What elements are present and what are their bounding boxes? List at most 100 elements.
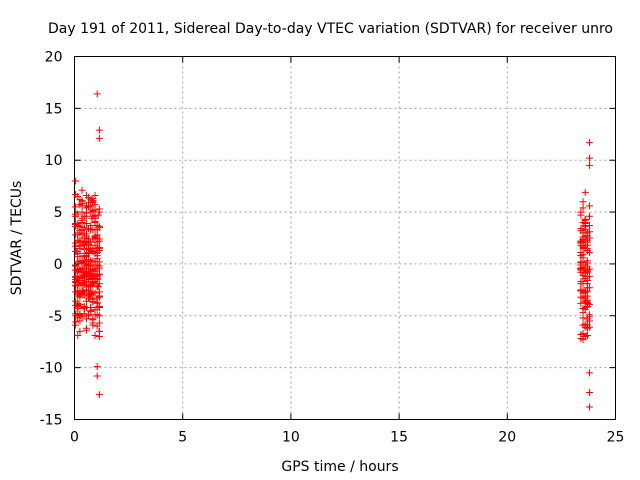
y-tick-label: 0 (54, 257, 63, 273)
data-point (579, 251, 587, 259)
data-point (87, 303, 95, 311)
data-point (581, 215, 589, 223)
data-point (581, 188, 589, 196)
data-point (72, 318, 80, 326)
data-point (95, 134, 103, 142)
data-point (76, 327, 84, 335)
data-point (78, 186, 86, 194)
data-point (91, 331, 99, 339)
x-tick-label: 25 (607, 430, 625, 446)
data-point (586, 272, 594, 280)
data-point (76, 300, 84, 308)
data-point (78, 208, 86, 216)
data-point (95, 288, 103, 296)
data-point (586, 323, 594, 331)
data-point (586, 300, 594, 308)
data-point (91, 289, 99, 297)
chart-title: Day 191 of 2011, Sidereal Day-to-day VTE… (48, 21, 613, 37)
data-point (95, 319, 103, 327)
y-axis-label: SDTVAR / TECUs (9, 181, 25, 296)
data-point (95, 280, 103, 288)
data-point (95, 223, 103, 231)
y-tick-label: -15 (40, 413, 63, 429)
data-point (586, 234, 594, 242)
data-point (586, 265, 594, 273)
data-point (80, 226, 88, 234)
data-point (586, 389, 594, 397)
data-point (586, 212, 594, 220)
data-point (88, 214, 96, 222)
x-axis-label: GPS time / hours (281, 459, 398, 475)
x-tick-label: 5 (178, 430, 187, 446)
data-point (82, 212, 90, 220)
data-point (583, 244, 591, 252)
data-point (583, 257, 591, 265)
data-point (95, 303, 103, 311)
data-point (72, 203, 80, 211)
data-point (94, 283, 102, 291)
data-point (586, 154, 594, 162)
plot-frame (74, 56, 616, 420)
data-point (95, 391, 103, 399)
data-point (93, 363, 101, 371)
data-point (89, 316, 97, 324)
data-point (82, 219, 90, 227)
x-tick-label: 10 (282, 430, 300, 446)
data-point (95, 205, 103, 213)
data-point (76, 317, 84, 325)
data-point (586, 228, 594, 236)
data-point (93, 90, 101, 98)
data-point (583, 292, 591, 300)
data-point (79, 287, 87, 295)
y-tick-label: -5 (49, 309, 63, 325)
data-point (74, 331, 82, 339)
data-point (86, 294, 94, 302)
x-tick-label: 20 (498, 430, 516, 446)
data-point (95, 244, 103, 252)
data-point (586, 161, 594, 169)
y-tick-label: 15 (45, 101, 63, 117)
data-point (586, 284, 594, 292)
data-point (586, 403, 594, 411)
x-tick-label: 15 (390, 430, 408, 446)
data-point (579, 204, 587, 212)
data-point (586, 139, 594, 147)
data-point (91, 191, 99, 199)
data-point (78, 216, 86, 224)
data-point (586, 222, 594, 230)
grid-lines (74, 56, 616, 420)
data-point (579, 198, 587, 206)
data-point (91, 217, 99, 225)
data-point (72, 177, 80, 185)
y-tick-label: 5 (54, 205, 63, 221)
data-point (93, 372, 101, 380)
data-point (95, 237, 103, 245)
data-point (577, 299, 585, 307)
axis-ticks: 0 5 10 15 20 25 -15 -10 -5 0 5 10 15 20 (40, 50, 625, 446)
data-point (95, 327, 103, 335)
data-point (586, 311, 594, 319)
data-point (583, 277, 591, 285)
data-point (82, 326, 90, 334)
data-point (95, 270, 103, 278)
data-point (94, 211, 102, 219)
data-points (72, 90, 594, 411)
data-point (74, 210, 82, 218)
data-point (76, 242, 84, 250)
data-point (95, 312, 103, 320)
data-point (586, 202, 594, 210)
data-point (583, 331, 591, 339)
data-point (586, 249, 594, 257)
data-point (82, 230, 90, 238)
y-tick-label: 10 (45, 153, 63, 169)
data-point (85, 312, 93, 320)
data-point (93, 231, 101, 239)
data-point (95, 262, 103, 270)
y-tick-label: 20 (45, 50, 63, 66)
data-point (95, 126, 103, 134)
y-tick-label: -10 (40, 361, 63, 377)
data-point (73, 247, 81, 255)
data-point (93, 298, 101, 306)
data-point (577, 225, 585, 233)
